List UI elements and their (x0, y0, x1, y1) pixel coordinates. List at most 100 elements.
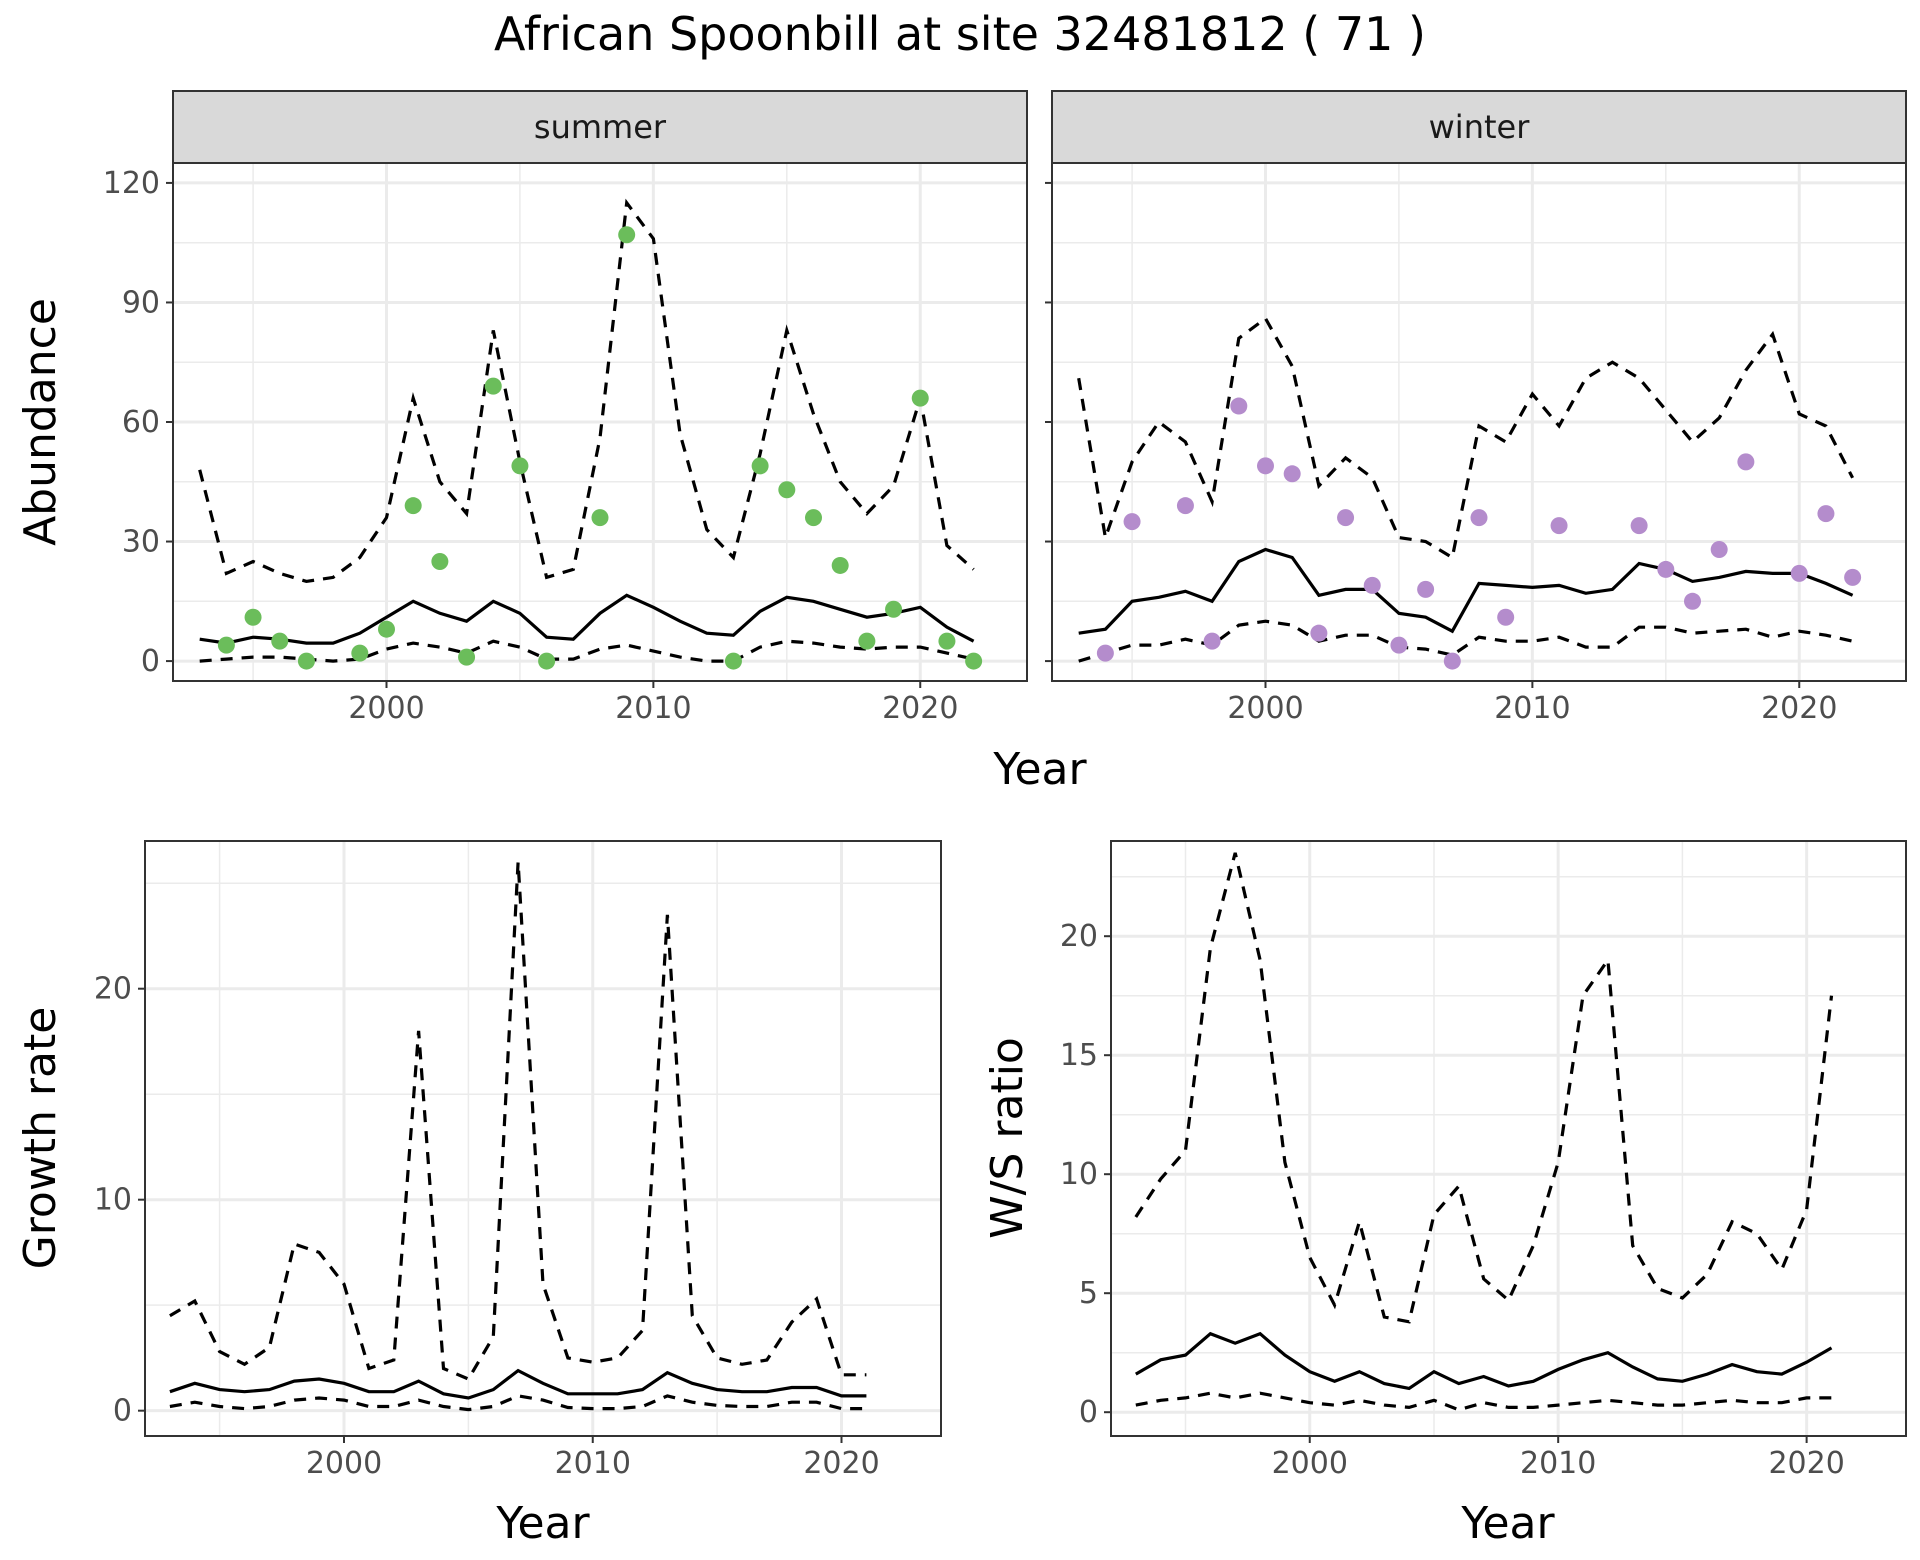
winter-observed-point (1497, 608, 1515, 626)
winter-observed-point (1817, 505, 1835, 523)
summer-observed-point (511, 457, 529, 475)
summer-observed-point (458, 648, 476, 666)
summer-observed-point (965, 652, 983, 670)
winter-x-tick-label: 2010 (1494, 691, 1570, 726)
winter-upper-bound-line (1077, 316, 1855, 561)
winter-x-tick-label: 2020 (1761, 691, 1837, 726)
summer-observed-point (858, 632, 876, 650)
winter-observed-point (1390, 636, 1408, 654)
summer-x-tick-label: 2000 (348, 691, 424, 726)
summer-observed-point (911, 389, 929, 407)
winter-observed-point (1203, 632, 1221, 650)
ws-x-tick-label: 2020 (1768, 1446, 1844, 1481)
growth-upper-bound-line (169, 862, 867, 1382)
summer-observed-point (378, 620, 395, 638)
winter-observed-point (1790, 564, 1808, 582)
summer-observed-point (618, 226, 636, 244)
winter-observed-point (1096, 644, 1114, 662)
summer-observed-point (724, 652, 742, 670)
summer-lower-bound-line (199, 639, 974, 663)
winter-observed-point (1470, 509, 1488, 527)
summer-upper-bound-line (198, 198, 975, 584)
winter-observed-point (1657, 560, 1675, 578)
summer-observed-point (751, 457, 769, 475)
growth-x-axis-title: Year (495, 1498, 590, 1549)
winter-observed-point (1737, 453, 1755, 471)
summer-y-tick-label: 90 (122, 285, 160, 320)
winter-observed-point (1230, 397, 1248, 415)
winter-observed-point (1443, 652, 1461, 670)
summer-observed-point (938, 632, 956, 650)
summer-observed-point (885, 600, 903, 618)
winter-observed-point (1550, 517, 1568, 535)
ws-panel-border (1110, 840, 1907, 1437)
winter-observed-point (1283, 465, 1301, 483)
growth-y-tick-label: 0 (113, 1394, 132, 1429)
growth-y-tick-label: 10 (94, 1183, 132, 1218)
winter-observed-point (1363, 576, 1381, 594)
ws-y-tick-label: 0 (1079, 1395, 1098, 1430)
ws-grid (1111, 841, 1906, 1436)
summer-y-tick-label: 30 (122, 525, 160, 560)
summer-observed-point (538, 652, 556, 670)
summer-y-tick-label: 60 (122, 405, 160, 440)
summer-x-tick-label: 2010 (615, 691, 691, 726)
summer-observed-point (404, 497, 422, 515)
ws-upper-bound-line (1134, 852, 1834, 1324)
winter-strip (1051, 90, 1907, 164)
summer-observed-point (297, 652, 315, 670)
winter-lower-bound-line (1078, 619, 1853, 663)
ws-y-tick-label: 10 (1060, 1157, 1098, 1192)
figure-title: African Spoonbill at site 32481812 ( 71 … (494, 7, 1426, 61)
ws-x-tick-label: 2000 (1272, 1446, 1348, 1481)
winter-mean-line (1078, 547, 1854, 635)
summer-observed-points (217, 226, 983, 670)
summer-observed-point (351, 644, 369, 662)
growth-y-axis-title: Growth rate (15, 1007, 66, 1270)
summer-observed-point (831, 556, 849, 574)
ws-ratio-panel: 0 5 10 15 20 2000 2010 2020 W/S ratio Year (982, 840, 1907, 1549)
ws-x-tick-label: 2010 (1520, 1446, 1596, 1481)
winter-observed-point (1176, 497, 1194, 515)
winter-observed-point (1630, 517, 1648, 535)
growth-lower-bound-line (169, 1394, 867, 1412)
winter-observed-point (1417, 580, 1435, 598)
summer-observed-point (484, 377, 502, 395)
summer-y-tick-label: 0 (141, 644, 160, 679)
ws-y-axis-title: W/S ratio (982, 1037, 1033, 1239)
growth-rate-panel: 0 10 20 2000 2010 2020 Growth rate Year (15, 840, 942, 1549)
ws-x-axis-title: Year (1460, 1498, 1555, 1549)
summer-y-tick-label: 120 (103, 166, 160, 201)
abundance-y-axis-title: Abundance (15, 298, 66, 546)
summer-observed-point (591, 509, 609, 527)
ws-mean-line (1135, 1331, 1833, 1391)
growth-x-tick-label: 2000 (306, 1446, 382, 1481)
winter-observed-point (1684, 592, 1701, 610)
winter-observed-points (1096, 397, 1862, 670)
winter-grid (1052, 163, 1906, 681)
summer-observed-point (805, 509, 822, 527)
growth-panel-border (144, 840, 942, 1437)
summer-strip (172, 90, 1028, 164)
winter-observed-point (1844, 568, 1862, 586)
ws-y-tick-label: 15 (1060, 1038, 1098, 1073)
summer-mean-line (199, 593, 975, 645)
ws-y-tick-label: 5 (1079, 1276, 1098, 1311)
winter-observed-point (1257, 457, 1274, 475)
growth-mean-line (169, 1368, 867, 1400)
summer-observed-point (431, 552, 449, 570)
growth-x-tick-label: 2020 (803, 1446, 879, 1481)
growth-x-tick-label: 2010 (555, 1446, 631, 1481)
growth-y-tick-label: 20 (94, 972, 132, 1007)
abundance-x-axis-title: Year (992, 744, 1087, 795)
summer-observed-point (244, 608, 262, 626)
ws-y-tick-label: 20 (1060, 919, 1098, 954)
winter-observed-point (1123, 513, 1141, 531)
summer-strip-label: summer (534, 108, 667, 146)
summer-observed-point (217, 636, 235, 654)
summer-grid (173, 163, 1027, 681)
ws-lower-bound-line (1135, 1391, 1832, 1412)
winter-observed-point (1710, 541, 1728, 559)
summer-x-tick-label: 2020 (882, 691, 958, 726)
